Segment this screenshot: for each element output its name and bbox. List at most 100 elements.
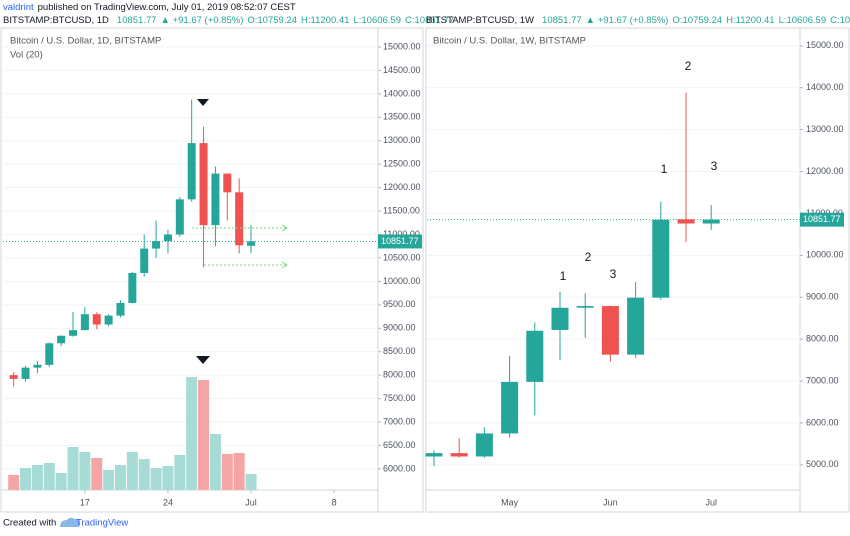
y-tick-label: 12000.00 (383, 182, 421, 192)
volume-bar (67, 447, 79, 490)
candle-body (223, 173, 232, 193)
x-tick-label: 8 (332, 497, 337, 507)
x-tick-label: Jul (245, 497, 257, 507)
footer-brand[interactable]: TradingView (76, 518, 128, 529)
annotation: 3 (610, 267, 617, 281)
symbol: BITSTAMP:BTCUSD, 1D (3, 15, 109, 26)
publish-line: valdrint published on TradingView.com, Ju… (3, 2, 296, 13)
y-tick-label: 13500.00 (383, 112, 421, 122)
candle-body (69, 330, 78, 336)
ohlc: H:11200.41 (726, 15, 774, 26)
last: 10851.77 (117, 15, 157, 26)
candle-body (211, 173, 220, 226)
y-tick-label: 10500.00 (383, 252, 421, 262)
candle-body (702, 219, 720, 224)
candle-body (627, 297, 645, 355)
axis: 6000.00 6500.00 7000.00 7500.00 8000.00 8500.… (80, 41, 421, 507)
left-header: BITSTAMP:BTCUSD, 1D 10851.77 ▲ +91.67 (+0.… (3, 15, 454, 26)
annotation: 2 (685, 59, 692, 73)
left-panel (0, 27, 424, 513)
candle-body (652, 219, 670, 298)
y-tick-label: 14500.00 (383, 65, 421, 75)
y-tick-label: 11500.00 (383, 205, 420, 215)
volume-bar (198, 380, 210, 490)
x-tick-label: Jun (603, 497, 618, 507)
candle-body (92, 314, 101, 325)
y-tick-label: 8500.00 (383, 346, 416, 356)
right-panel (425, 27, 850, 513)
candle-body (601, 306, 619, 355)
arrow-head (281, 261, 288, 269)
y-tick-label: 6000.00 (806, 417, 839, 427)
volume-bar (162, 466, 174, 490)
arrow-head (281, 224, 288, 232)
annotation: 3 (711, 159, 718, 173)
axis: 5000.00 6000.00 7000.00 8000.00 9000.00 10000… (501, 40, 843, 507)
y-tick-label: 12000.00 (806, 166, 844, 176)
ohlc: L:10606.59 (779, 15, 827, 26)
x-tick-label: 17 (80, 497, 90, 507)
projection-arrows (192, 224, 288, 269)
candle-body (21, 367, 30, 379)
change: ▲ +91.67 (+0.85%) (161, 15, 244, 26)
volume-bar (43, 463, 55, 490)
ohlc: L:10606.59 (353, 15, 401, 26)
volume-bar (31, 465, 43, 490)
candle-body (187, 143, 196, 200)
y-tick-label: 8000.00 (806, 334, 839, 344)
candle-body (235, 192, 244, 246)
author: valdrint (3, 2, 34, 13)
y-tick-label: 10000.00 (383, 276, 421, 286)
y-tick-label: 7500.00 (383, 393, 416, 403)
annotation: 1 (560, 269, 567, 283)
ohlc: H:11200.41 (301, 15, 349, 26)
volume-bar (20, 468, 32, 490)
volume-bar (150, 468, 162, 490)
change: ▲ +91.67 (+0.85%) (586, 15, 669, 26)
volume-bar (209, 434, 221, 490)
chart-layers: 6000.00 6500.00 7000.00 7500.00 8000.00 8500.… (1, 28, 844, 512)
volume-bar (233, 453, 245, 490)
candle-body (128, 272, 137, 303)
y-tick-label: 9000.00 (806, 292, 839, 302)
y-tick-label: 15000.00 (383, 41, 421, 51)
candle-body (425, 453, 443, 457)
annotation: 1 (661, 162, 668, 176)
logo (60, 517, 80, 527)
x-tick-label: Jul (705, 497, 717, 507)
symbol: BITSTAMP:BTCUSD, 1W (426, 15, 534, 26)
y-tick-label: 5000.00 (806, 459, 839, 469)
volume-bar (245, 474, 257, 490)
right-header: BITSTAMP:BTCUSD, 1W 10851.77 ▲ +91.67 (+0.… (426, 15, 850, 26)
volume-bar (174, 455, 186, 490)
ohlc: O:10759.24 (247, 15, 297, 26)
y-tick-label: 9500.00 (383, 299, 416, 309)
y-tick-label: 13000.00 (806, 124, 844, 134)
y-tick-label: 14000.00 (383, 88, 421, 98)
chart-title: Bitcoin / U.S. Dollar, 1D, BITSTAMP (10, 36, 161, 47)
candle-body (116, 302, 125, 316)
y-tick-label: 6500.00 (383, 440, 416, 450)
y-tick-label: 7000.00 (383, 416, 416, 426)
candle-body (450, 453, 468, 457)
y-tick-label: 12500.00 (383, 159, 421, 169)
last-price-label: 10851.77 (803, 214, 841, 224)
candle-body (175, 199, 184, 235)
candle-body (152, 241, 161, 249)
candle-body (677, 219, 695, 224)
candle-body (9, 375, 18, 379)
volume-bar (138, 459, 150, 490)
y-tick-label: 9000.00 (383, 323, 416, 333)
annotation: 2 (585, 250, 592, 264)
volume-bar (8, 475, 20, 490)
y-tick-label: 7000.00 (806, 375, 839, 385)
x-tick-label: 24 (163, 497, 173, 507)
candle-body (475, 433, 493, 457)
candle-body (33, 364, 42, 368)
candle-body (45, 343, 54, 365)
marker (196, 356, 210, 364)
candle-body (199, 143, 208, 226)
candle-body (140, 248, 149, 273)
ohlc: C:10851.77 (830, 15, 850, 26)
